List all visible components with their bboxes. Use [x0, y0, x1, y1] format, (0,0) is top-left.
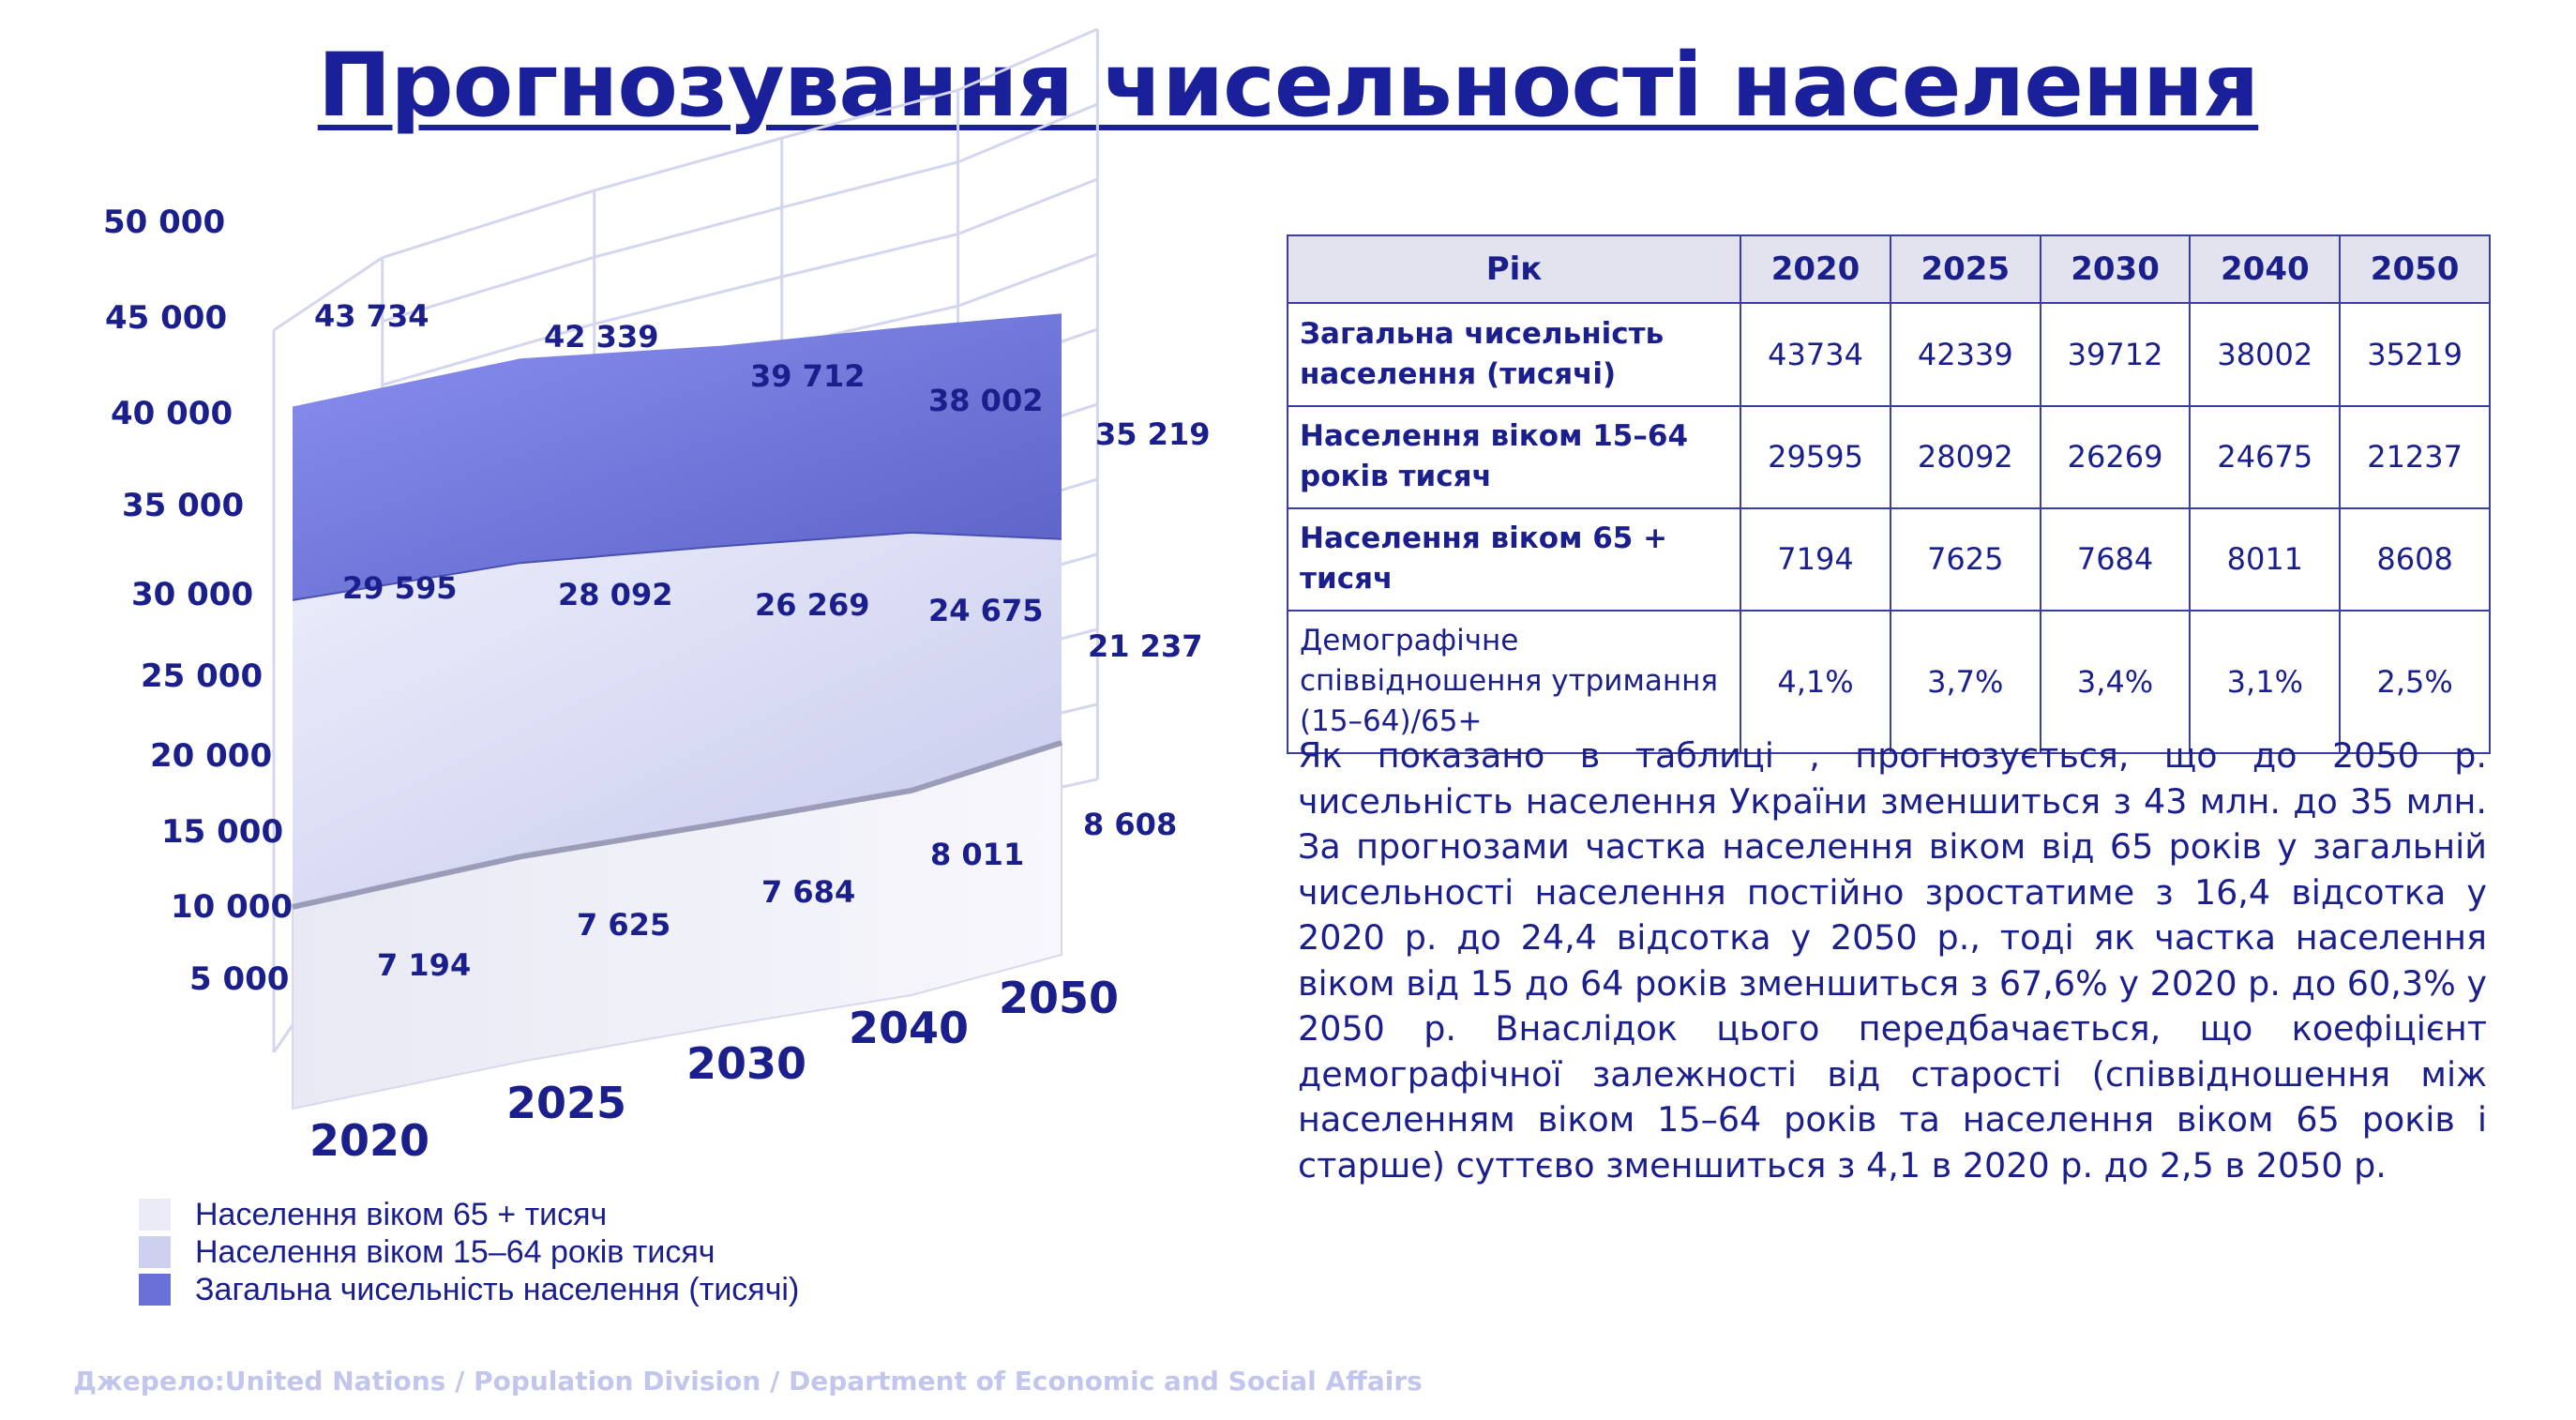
- row-label: Населення віком 65 + тисяч: [1286, 506, 1742, 612]
- table-header-row: Рік 2020 2025 2030 2040 2050: [1286, 234, 2491, 304]
- grid-line-depth: [273, 256, 384, 332]
- line-population-65plus: [292, 740, 1062, 910]
- table-header-cell: 2030: [2039, 234, 2192, 304]
- data-label: 8 011: [930, 837, 1024, 872]
- data-label: 39 712: [750, 358, 865, 394]
- source-note: Джерело:United Nations / Population Divi…: [73, 1366, 1423, 1397]
- table-header-cell: 2020: [1740, 234, 1891, 304]
- table-cell: 3,4%: [2039, 609, 2192, 754]
- table-cell: 35219: [2339, 302, 2491, 407]
- table-cell: 38002: [2189, 302, 2342, 407]
- page-title-text: Прогнозування чисельності населення: [317, 35, 2259, 137]
- x-tick-label: 2020: [309, 1115, 429, 1166]
- grid-line-horizontal: [382, 102, 1098, 323]
- data-label: 43 734: [314, 298, 429, 334]
- data-label: 42 339: [544, 319, 658, 355]
- table-header-cell: 2025: [1889, 234, 2041, 304]
- chart-legend: Населення віком 65 + тисяч Населення вік…: [139, 1196, 799, 1308]
- row-label: Загальна чисельність населення (тисячі): [1286, 302, 1742, 407]
- x-tick-label: 2025: [506, 1078, 626, 1128]
- grid-line-horizontal: [382, 177, 1098, 386]
- y-tick-label: 35 000: [122, 487, 244, 524]
- area-population-15-64: [293, 532, 1062, 907]
- legend-swatch-total: [139, 1274, 171, 1306]
- chart-labels: 43 734 42 339 39 712 38 002 35 219 29 595 28 0…: [309, 298, 1210, 1166]
- y-tick-label: 20 000: [150, 737, 272, 775]
- table-cell: 28092: [1889, 405, 2041, 509]
- chart-areas: [292, 313, 1062, 1110]
- line-population-15-64: [292, 531, 1062, 601]
- table-cell: 42339: [1889, 302, 2041, 407]
- data-label: 38 002: [928, 383, 1043, 418]
- table-cell: 8608: [2339, 506, 2491, 612]
- table-cell: 24675: [2189, 405, 2342, 509]
- legend-item-65plus: Населення віком 65 + тисяч: [139, 1196, 799, 1233]
- x-tick-label: 2050: [999, 973, 1119, 1023]
- legend-item-15-64: Населення віком 15–64 років тисяч: [139, 1233, 799, 1271]
- table-header-cell: 2050: [2339, 234, 2491, 304]
- data-label: 7 625: [577, 907, 670, 943]
- table-cell: 7194: [1740, 506, 1891, 612]
- table-cell: 39712: [2039, 302, 2192, 407]
- legend-swatch-65plus: [139, 1199, 171, 1231]
- x-tick-label: 2040: [849, 1003, 969, 1053]
- legend-label-total: Загальна чисельність населення (тисячі): [195, 1271, 800, 1307]
- table-cell: 7684: [2039, 506, 2192, 612]
- y-tick-label: 5 000: [189, 960, 289, 998]
- table-row: Загальна чисельність населення (тисячі) …: [1286, 302, 2491, 407]
- table-cell: 4,1%: [1740, 609, 1891, 754]
- source-text: United Nations / Population Division / D…: [224, 1366, 1423, 1397]
- table-cell: 29595: [1740, 405, 1891, 509]
- y-tick-label: 40 000: [111, 395, 233, 432]
- table-header-cell: 2040: [2189, 234, 2342, 304]
- population-table: Рік 2020 2025 2030 2040 2050 Загальна чи…: [1286, 234, 2491, 754]
- table-cell: 8011: [2189, 506, 2342, 612]
- table-cell: 21237: [2339, 405, 2491, 509]
- data-label: 7 194: [377, 947, 471, 983]
- data-label: 28 092: [558, 577, 672, 612]
- table-row: Населення віком 15–64 років тисяч 29595 …: [1286, 405, 2491, 509]
- legend-item-total: Загальна чисельність населення (тисячі): [139, 1271, 799, 1308]
- y-tick-label: 50 000: [103, 204, 225, 241]
- data-label: 29 595: [342, 570, 457, 606]
- area-total-population: [293, 313, 1062, 600]
- data-label: 24 675: [928, 593, 1043, 628]
- table-cell: 3,1%: [2189, 609, 2342, 754]
- table-cell: 43734: [1740, 302, 1891, 407]
- table-header-cell: Рік: [1286, 234, 1742, 304]
- x-tick-label: 2030: [686, 1038, 806, 1089]
- y-tick-label: 10 000: [171, 888, 293, 926]
- y-tick-label: 15 000: [161, 813, 283, 851]
- page-title: Прогнозування чисельності населення: [0, 35, 2576, 137]
- legend-label-65plus: Населення віком 65 + тисяч: [195, 1196, 608, 1232]
- data-label: 8 608: [1083, 807, 1177, 842]
- source-label: Джерело:: [73, 1366, 225, 1397]
- table-cell: 7625: [1889, 506, 2041, 612]
- row-label: Населення віком 15–64 років тисяч: [1286, 405, 1742, 509]
- population-area-chart: 50 000 45 000 40 000 35 000 30 000 25 000 20 0…: [103, 27, 1210, 1166]
- table-row: Населення віком 65 + тисяч 7194 7625 768…: [1286, 506, 2491, 612]
- grid-line-horizontal: [382, 27, 1098, 260]
- table-cell: 3,7%: [1889, 609, 2041, 754]
- data-label: 26 269: [755, 587, 869, 623]
- y-tick-label: 30 000: [131, 576, 253, 613]
- table-row: Демографічне співвідношення утримання (1…: [1286, 609, 2491, 754]
- data-label: 7 684: [761, 874, 855, 910]
- legend-label-15-64: Населення віком 15–64 років тисяч: [195, 1233, 716, 1270]
- table-cell: 2,5%: [2339, 609, 2491, 754]
- row-label: Демографічне співвідношення утримання (1…: [1286, 609, 1742, 754]
- y-tick-label: 25 000: [141, 657, 263, 695]
- legend-swatch-15-64: [139, 1236, 171, 1268]
- table-cell: 26269: [2039, 405, 2192, 509]
- y-tick-label: 45 000: [105, 299, 227, 337]
- data-label: 21 237: [1088, 628, 1202, 664]
- data-label: 35 219: [1095, 416, 1210, 452]
- description-paragraph: Як показано в таблиці , прогнозується, щ…: [1298, 735, 2487, 1186]
